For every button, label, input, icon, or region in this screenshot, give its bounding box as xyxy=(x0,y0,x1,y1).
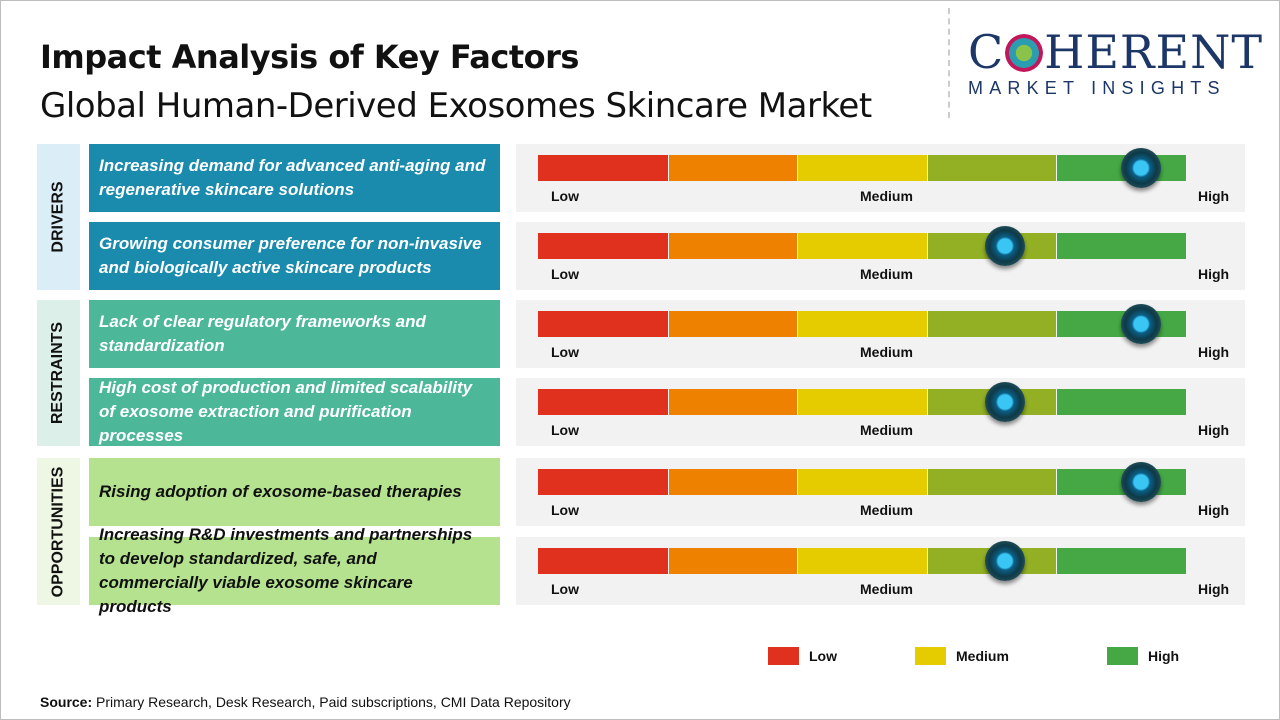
factor-text: Rising adoption of exosome-based therapi… xyxy=(89,458,500,526)
gauge-segment xyxy=(668,548,798,574)
gauge-segment xyxy=(798,389,927,415)
gauge-segment xyxy=(798,233,927,259)
page-subtitle: Global Human-Derived Exosomes Skincare M… xyxy=(40,86,872,126)
gauge-segment xyxy=(927,469,1057,495)
gauge-segment xyxy=(1057,548,1186,574)
scale-label-medium: Medium xyxy=(860,188,913,204)
scale-label-high: High xyxy=(1198,502,1230,518)
page-title: Impact Analysis of Key Factors xyxy=(40,38,579,76)
factor-text: Increasing demand for advanced anti-agin… xyxy=(89,144,500,212)
scale-label-low: Low xyxy=(551,502,579,518)
category-restraints: RESTRAINTS xyxy=(37,300,80,446)
legend-swatch xyxy=(915,647,946,665)
source-text: Primary Research, Desk Research, Paid su… xyxy=(92,694,571,710)
factor-text: Lack of clear regulatory frameworks and … xyxy=(89,300,500,368)
legend-swatch xyxy=(768,647,799,665)
gauge-segment xyxy=(538,469,668,495)
gauge-segment xyxy=(1057,389,1186,415)
company-logo: C HERENT MARKET INSIGHTS xyxy=(968,25,1264,98)
globe-icon xyxy=(1005,34,1044,72)
impact-marker-icon xyxy=(984,382,1025,422)
category-opportunities: OPPORTUNITIES xyxy=(37,458,80,605)
scale-label-medium: Medium xyxy=(860,422,913,438)
scale-label-low: Low xyxy=(551,581,579,597)
legend-swatch xyxy=(1107,647,1138,665)
gauge-segment xyxy=(798,548,927,574)
divider xyxy=(948,8,950,118)
scale-label-low: Low xyxy=(551,188,579,204)
legend-item-medium: Medium xyxy=(915,647,1009,665)
scale-label-medium: Medium xyxy=(860,502,913,518)
gauge-segment xyxy=(538,233,668,259)
gauge-segment xyxy=(1057,233,1186,259)
scale-label-medium: Medium xyxy=(860,266,913,282)
scale-label-high: High xyxy=(1198,266,1230,282)
impact-marker-icon xyxy=(1120,462,1161,502)
scale-label-low: Low xyxy=(551,266,579,282)
impact-gauge: Low Medium High xyxy=(516,300,1245,368)
gauge-segment xyxy=(538,389,668,415)
gauge-segment xyxy=(798,469,927,495)
factor-text: High cost of production and limited scal… xyxy=(89,378,500,446)
scale-label-low: Low xyxy=(551,344,579,360)
gauge-segment xyxy=(668,389,798,415)
impact-gauge: Low Medium High xyxy=(516,378,1245,446)
category-drivers: DRIVERS xyxy=(37,144,80,290)
legend-label: Low xyxy=(809,648,837,664)
gauge-segment xyxy=(668,233,798,259)
gauge-segment xyxy=(668,155,798,181)
factor-text: Increasing R&D investments and partnersh… xyxy=(89,525,500,616)
impact-gauge: Low Medium High xyxy=(516,537,1245,605)
legend-item-low: Low xyxy=(768,647,837,665)
scale-label-high: High xyxy=(1198,581,1230,597)
legend-label: Medium xyxy=(956,648,1009,664)
scale-label-medium: Medium xyxy=(860,581,913,597)
impact-marker-icon xyxy=(1120,148,1161,188)
source-label: Source: xyxy=(40,694,93,710)
impact-marker-icon xyxy=(984,226,1025,266)
gauge-segment xyxy=(538,155,668,181)
gauge-segment xyxy=(538,311,668,337)
scale-label-high: High xyxy=(1198,188,1230,204)
legend-label: High xyxy=(1148,648,1180,664)
scale-label-low: Low xyxy=(551,422,579,438)
legend-item-high: High xyxy=(1107,647,1179,665)
impact-marker-icon xyxy=(1120,304,1161,344)
scale-label-high: High xyxy=(1198,344,1230,360)
scale-label-high: High xyxy=(1198,422,1230,438)
source-note: Source: Primary Research, Desk Research,… xyxy=(40,694,571,710)
gauge-segment xyxy=(798,311,927,337)
impact-gauge: Low Medium High xyxy=(516,458,1245,526)
gauge-segment xyxy=(668,311,798,337)
gauge-segment xyxy=(798,155,927,181)
category-label: RESTRAINTS xyxy=(49,321,67,425)
gauge-segment xyxy=(927,311,1057,337)
scale-label-medium: Medium xyxy=(860,344,913,360)
gauge-segment xyxy=(927,155,1057,181)
impact-marker-icon xyxy=(984,541,1025,581)
factor-text: Growing consumer preference for non-inva… xyxy=(89,222,500,290)
gauge-segment xyxy=(538,548,668,574)
category-label: DRIVERS xyxy=(49,181,67,253)
category-label: OPPORTUNITIES xyxy=(49,466,67,597)
impact-gauge: Low Medium High xyxy=(516,222,1245,290)
impact-gauge: Low Medium High xyxy=(516,144,1245,212)
gauge-segment xyxy=(668,469,798,495)
